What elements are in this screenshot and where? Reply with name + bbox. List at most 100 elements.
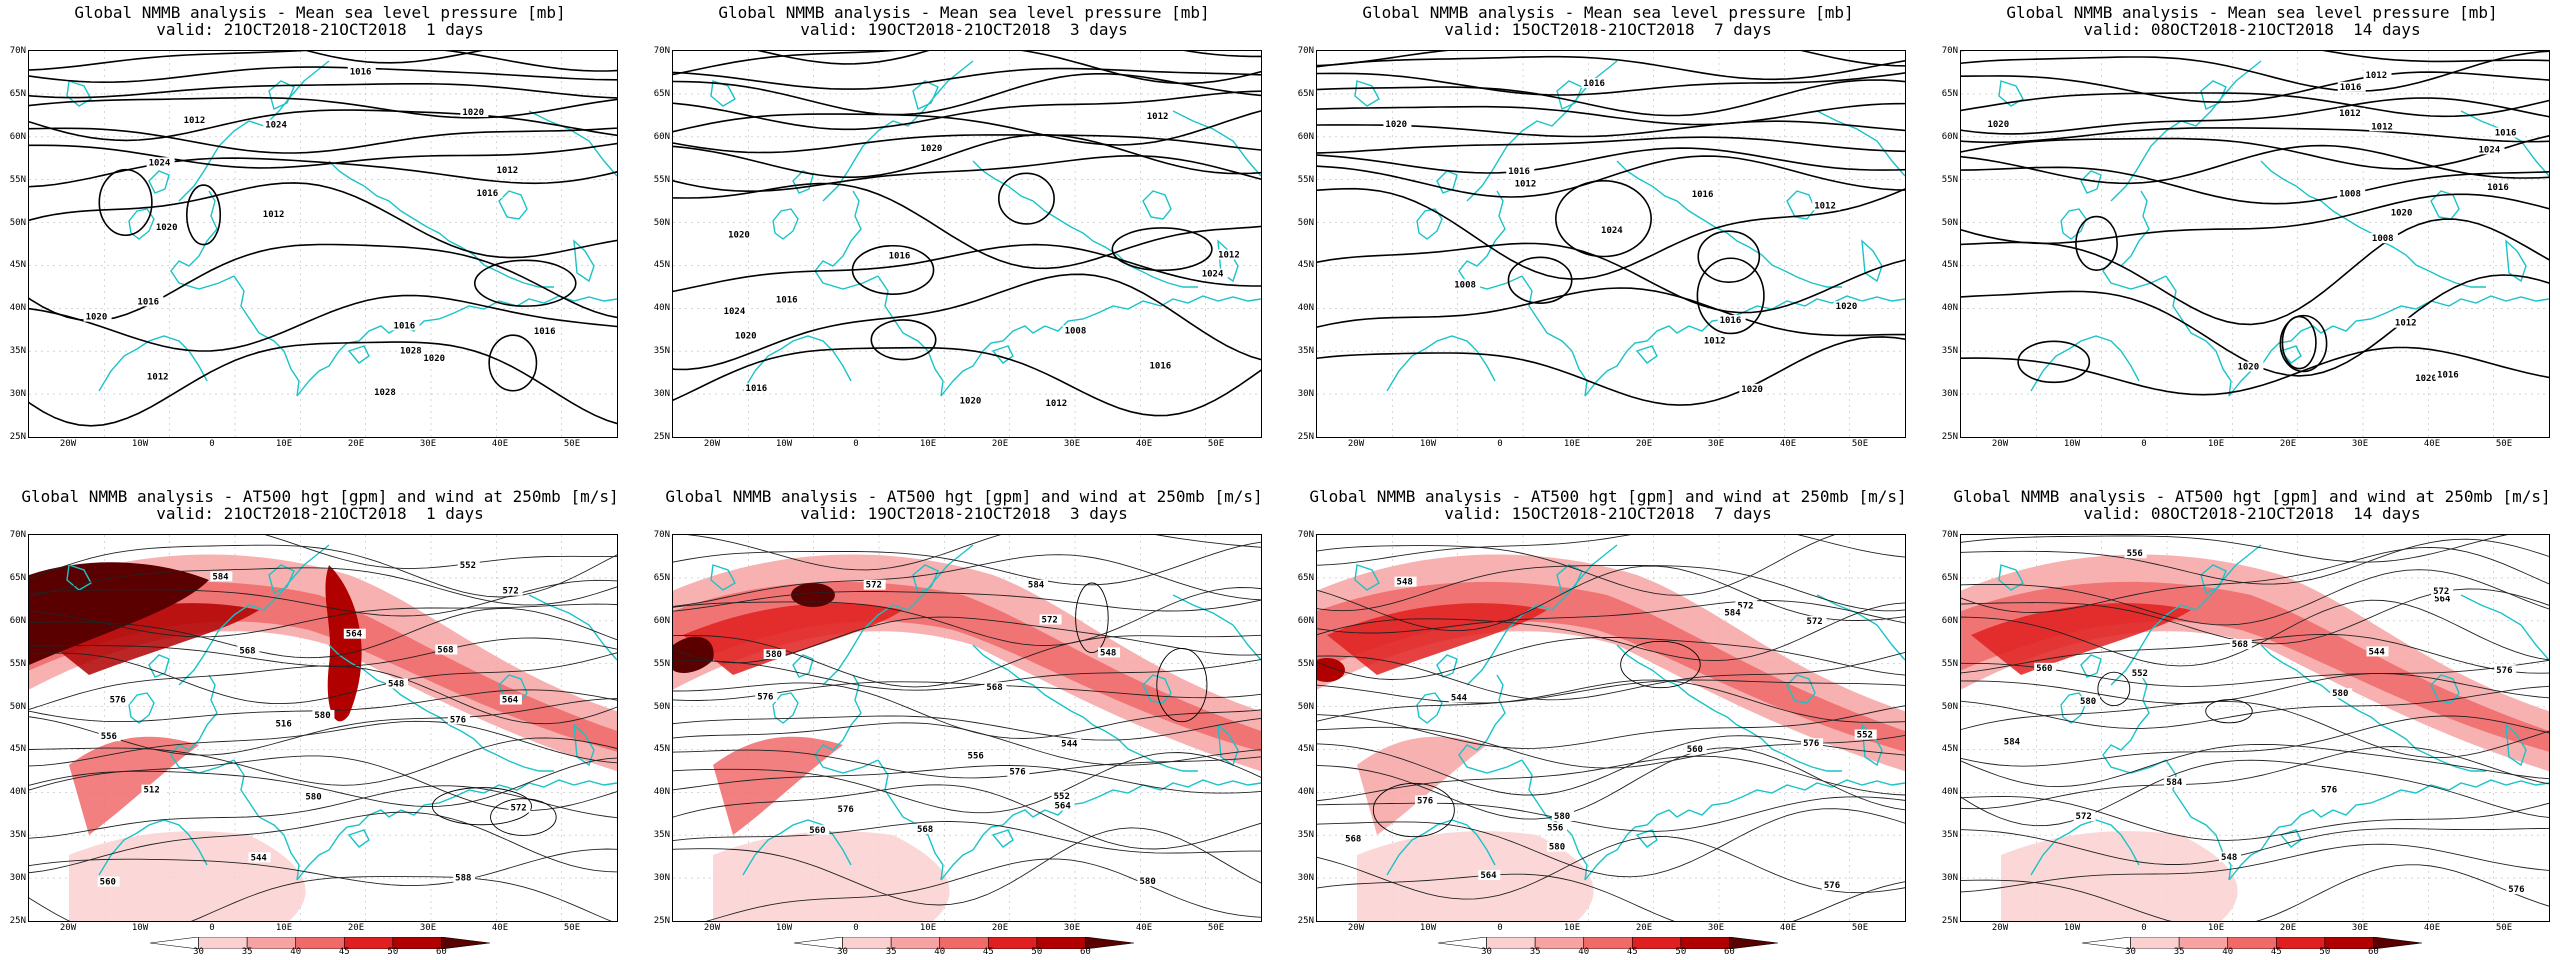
- contour-labels: 544 548 552 556 560 564 568 572 576 580 584 576 572 5…: [1343, 576, 1877, 891]
- lat-tick-label: 50N: [1941, 217, 1958, 228]
- graticule: [673, 51, 1261, 437]
- lat-tick-label: 30N: [653, 873, 670, 884]
- lat-tick-label: 55N: [9, 174, 26, 185]
- lat-tick-label: 50N: [9, 701, 26, 712]
- map-frame: 1012 1016 1020 1024 1028 1016 1012 1016 1020 1016…: [28, 50, 618, 438]
- lat-tick-label: 40N: [1941, 303, 1958, 314]
- lon-tick-label: 0: [1497, 923, 1503, 933]
- contour-label: 564: [1055, 802, 1072, 812]
- contour-label: 1016: [1508, 167, 1530, 177]
- lat-tick-label: 55N: [653, 174, 670, 185]
- contour-label: 1012: [1147, 112, 1169, 122]
- map-frame: 1008 1012 1016 1020 1024 1008 1012 1016 1020 1016…: [1960, 50, 2550, 438]
- lon-tick-label: 20W: [703, 439, 721, 449]
- lon-tick-label: 10W: [775, 439, 793, 449]
- panel-title: Global NMMB analysis - Mean sea level pr…: [2006, 3, 2498, 22]
- colorbar-tick-label: 35: [241, 947, 253, 957]
- lat-tick-label: 60N: [1297, 131, 1314, 142]
- contour-labels: 544 548 552 556 560 564 568 572 576 580 568 572 576 5…: [755, 579, 1160, 887]
- panel-title: Global NMMB analysis - AT500 hgt [gpm] a…: [21, 487, 619, 506]
- wind-speed-shading: [1317, 554, 1905, 921]
- colorbar-tick-label: 40: [290, 947, 302, 957]
- contour-label: 548: [2221, 853, 2237, 863]
- contour-label: 1016: [1150, 362, 1172, 372]
- colorbar-tick-label: 50: [1675, 947, 1687, 957]
- lon-tick-label: 0: [1497, 439, 1503, 449]
- lat-tick-label: 40N: [1297, 303, 1314, 314]
- lon-tick-label: 40E: [2423, 923, 2441, 933]
- lon-tick-label: 0: [209, 923, 215, 933]
- lat-tick-label: 70N: [1941, 46, 1958, 56]
- lon-tick-label: 30E: [419, 923, 437, 933]
- lat-tick-label: 45N: [9, 744, 26, 755]
- lat-tick-label: 50N: [653, 701, 670, 712]
- coastlines: [66, 544, 617, 881]
- contour-label: 580: [314, 711, 330, 721]
- lon-tick-label: 0: [853, 439, 859, 449]
- contour-label: 1016: [889, 251, 911, 261]
- contour-label: 568: [986, 683, 1002, 693]
- contour-label: 568: [239, 646, 255, 656]
- contour-label: 572: [503, 587, 519, 597]
- map-canvas: 544 548 552 556 560 564 568 572 576 580 568 572 576 5…: [673, 535, 1261, 921]
- contour-label: 1016: [746, 384, 768, 394]
- lon-tick-label: 40E: [2423, 439, 2441, 449]
- panel-title: Global NMMB analysis - AT500 hgt [gpm] a…: [1953, 487, 2551, 506]
- lon-tick-label: 30E: [2351, 439, 2369, 449]
- lat-tick-label: 65N: [1297, 88, 1314, 99]
- contour-label: 1012: [1046, 399, 1068, 409]
- lon-tick-label: 50E: [2495, 439, 2513, 449]
- contour-label: 576: [2321, 786, 2337, 796]
- coastlines: [710, 60, 1261, 397]
- lon-tick-label: 10E: [1563, 923, 1581, 933]
- lat-tick-label: 30N: [1297, 873, 1314, 884]
- contour-label: 1024: [149, 158, 171, 168]
- lon-tick-label: 20E: [991, 923, 1009, 933]
- contour-label: 1016: [137, 297, 159, 307]
- contour-label: 1020: [1987, 120, 2009, 130]
- contour-label: 584: [2004, 738, 2021, 748]
- contour-label: 568: [1345, 835, 1361, 845]
- contour-label: 576: [1009, 768, 1025, 778]
- contour-label: 576: [110, 695, 126, 705]
- panel-title: Global NMMB analysis - Mean sea level pr…: [1362, 3, 1854, 22]
- contour-label: 580: [305, 792, 321, 802]
- contour-labels: 1008 1012 1016 1020 1024 1020 1016 1012 1024 1020…: [721, 110, 1245, 409]
- lon-tick-label: 50E: [563, 923, 581, 933]
- contour-label: 556: [968, 751, 984, 761]
- contour-label: 576: [2508, 885, 2524, 895]
- contour-label: 1012: [2371, 122, 2393, 132]
- lon-tick-label: 10E: [275, 439, 293, 449]
- contour-label: 560: [1687, 745, 1703, 755]
- lon-tick-label: 20W: [59, 923, 77, 933]
- contour-label: 580: [1140, 877, 1156, 887]
- wind-speed-shading: [1961, 554, 2549, 921]
- contour-label: 1028: [400, 347, 422, 357]
- contour-label: 1016: [1692, 190, 1714, 200]
- lat-tick-label: 50N: [1941, 701, 1958, 712]
- contour-label: 580: [766, 650, 782, 660]
- contour-label: 1024: [2479, 145, 2501, 155]
- contour-label: 580: [1554, 812, 1570, 822]
- contour-labels: 544 548 552 556 560 564 568 572 576 580 584 576 572 5…: [2001, 548, 2529, 895]
- contour-label: 576: [757, 693, 773, 703]
- lat-tick-label: 60N: [653, 615, 670, 626]
- lon-tick-label: 20E: [1635, 923, 1653, 933]
- lon-tick-label: 50E: [1851, 923, 1869, 933]
- lat-tick-label: 60N: [1941, 615, 1958, 626]
- contour-label: 572: [510, 803, 526, 813]
- lat-tick-label: 25N: [1941, 432, 1958, 442]
- lat-tick-label: 45N: [653, 744, 670, 755]
- lat-tick-label: 60N: [653, 131, 670, 142]
- lat-tick-label: 50N: [653, 217, 670, 228]
- map-canvas: 1008 1012 1016 1020 1024 1020 1016 1012 1024 1020…: [673, 51, 1261, 437]
- contour-labels: 1008101210161020102410081012101610201016…: [1985, 70, 2521, 384]
- top-panel-2: Global NMMB analysis - Mean sea level pr…: [644, 0, 1284, 484]
- contour-label: 580: [1549, 843, 1565, 853]
- contour-label: 1020: [1385, 120, 1407, 130]
- lat-tick-label: 65N: [1297, 572, 1314, 583]
- map-frame: 1008 1012 1016 1020 1024 1020 1016 1012 1024 1020…: [672, 50, 1262, 438]
- lat-tick-label: 45N: [1941, 260, 1958, 271]
- contour-label: 1024: [1601, 226, 1623, 236]
- contour-label: 1020: [1741, 385, 1763, 395]
